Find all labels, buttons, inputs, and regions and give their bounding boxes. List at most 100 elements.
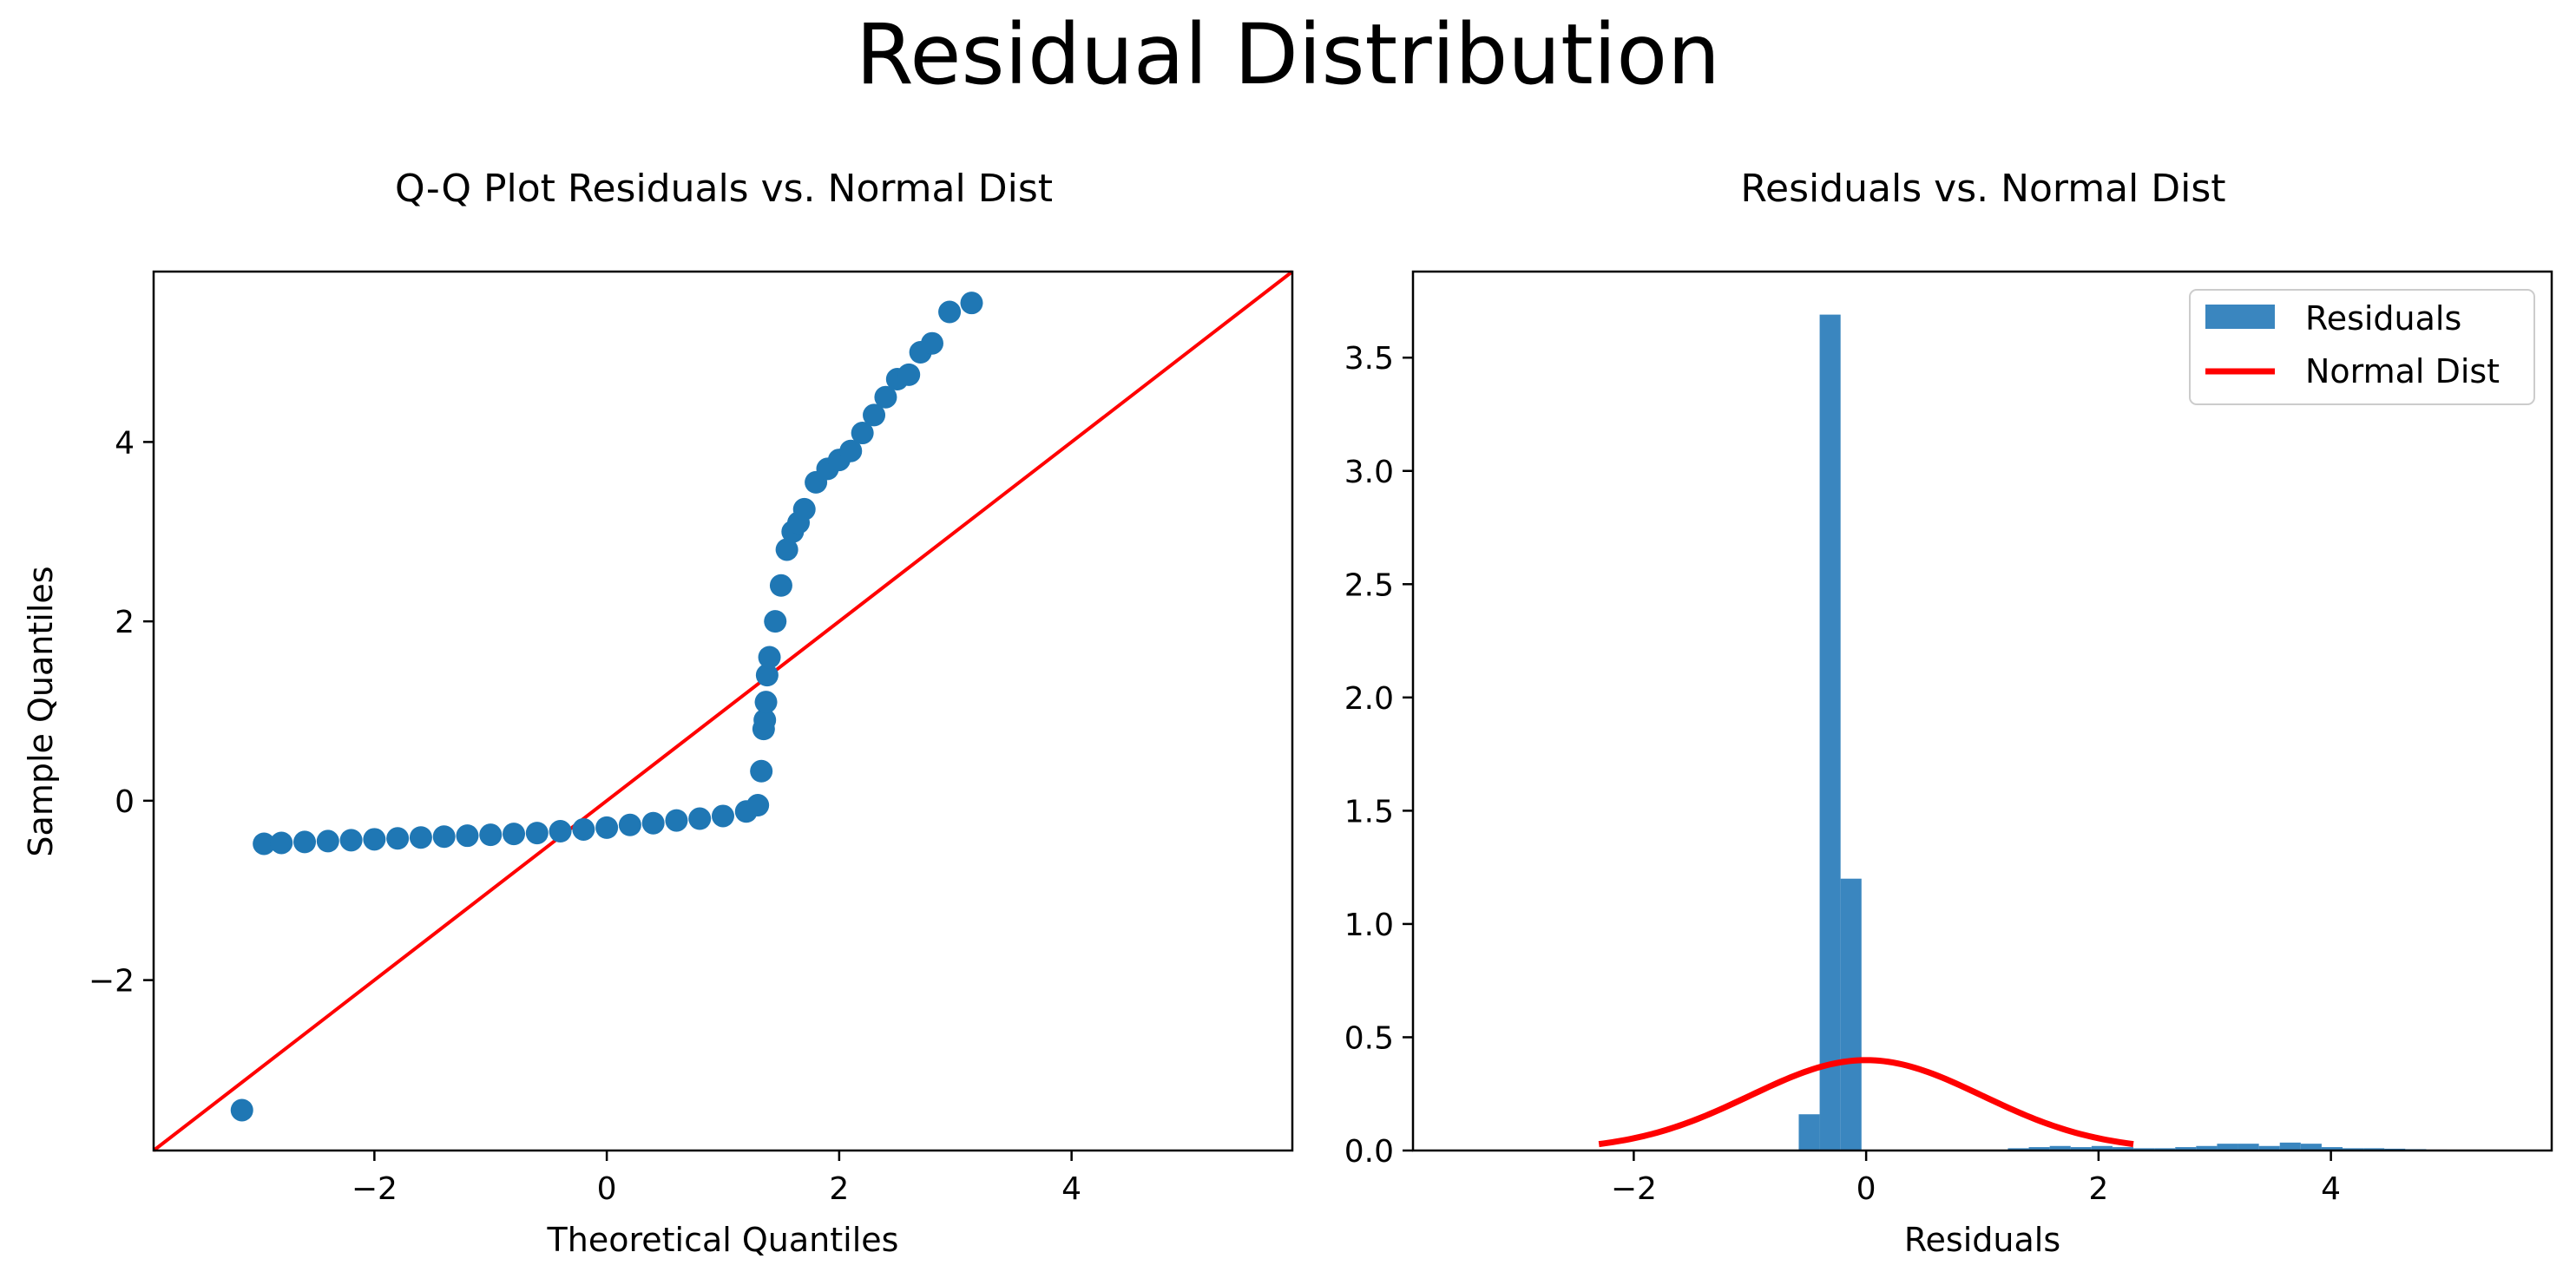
histogram-bar [2175,1147,2197,1151]
qq-point [897,363,921,386]
legend-normal-dist-label: Normal Dist [2305,352,2500,390]
qq-point [753,708,777,731]
qq-point [409,826,432,849]
histogram-x-axis-label: Residuals [1904,1221,2060,1259]
qq-x-tick-label: −2 [352,1171,398,1207]
qq-point [920,331,943,355]
qq-point [746,794,770,817]
qq-y-tick-label: 0 [115,784,135,820]
normal-dist-curve [1598,1057,2134,1148]
histogram-panel: Residuals vs. Normal Dist −2 0 2 4 0.0 0.5 1.0… [1344,167,2553,1259]
histogram-bar [2049,1145,2071,1151]
histogram-bar [1819,314,1841,1151]
qq-point [688,807,712,830]
histogram-bar [1798,1114,1820,1151]
histogram-x-tick-label: −2 [1611,1171,1657,1207]
qq-point [386,827,410,850]
qq-point [665,809,688,832]
histogram-bar [2258,1145,2280,1151]
histogram-bar [2133,1148,2155,1151]
qq-point [479,823,503,847]
qq-point [270,831,293,855]
histogram-title: Residuals vs. Normal Dist [1740,167,2225,211]
legend-box [2189,289,2535,405]
qq-point [960,292,983,315]
qq-point [339,829,363,852]
histogram-y-tick-label: 0.5 [1344,1020,1394,1056]
legend-residuals-swatch [2205,305,2275,329]
histogram-frame [1413,272,2552,1151]
qq-point [851,422,874,445]
qq-point [769,574,792,597]
qq-point [293,830,317,854]
histogram-y-tick-label: 0.0 [1344,1134,1394,1170]
qq-point [938,300,962,324]
qq-point [456,824,479,848]
qq-plot-axes: −2 0 2 4 −2 0 2 4 [89,425,1081,1207]
qq-point [750,759,773,783]
qq-plot-panel: Q-Q Plot Residuals vs. Normal Dist −2 0 2 4… [22,167,1294,1259]
qq-point [503,823,526,846]
histogram-bar [2028,1147,2050,1151]
histogram-y-tick-label: 1.5 [1344,794,1394,829]
qq-point [595,816,619,839]
qq-point [641,811,665,835]
histogram-border [1411,270,2553,1152]
qq-point [792,497,816,521]
histogram-bar [2091,1145,2113,1151]
histogram-x-tick-label: 2 [2088,1171,2108,1207]
qq-point [432,825,456,849]
qq-point [758,646,781,669]
histogram-bar [2008,1148,2029,1151]
qq-y-tick-label: −2 [89,964,135,1000]
histogram-bar [2238,1144,2259,1151]
histogram-bar [2300,1144,2322,1151]
qq-point [572,817,595,841]
histogram-bar [2196,1145,2218,1151]
qq-point [230,1098,253,1122]
histogram-bar [2070,1147,2092,1151]
histogram-y-tick-label: 3.0 [1344,455,1394,490]
qq-points [230,292,983,1122]
qq-point [863,403,886,427]
qq-point [754,691,778,714]
qq-plot-border [152,270,1294,1152]
qq-x-tick-label: 2 [829,1171,849,1207]
histogram-y-tick-label: 1.0 [1344,908,1394,943]
histogram-x-tick-label: 4 [2321,1171,2341,1207]
legend-residuals-label: Residuals [2305,299,2461,338]
qq-point [525,822,549,845]
qq-point [764,610,787,633]
histogram-bar [2154,1148,2176,1151]
histogram-bar [2363,1148,2385,1151]
histogram-x-tick-label: 0 [1856,1171,1876,1207]
qq-x-tick-label: 0 [597,1171,617,1207]
qq-y-tick-label: 2 [115,605,135,640]
histogram-bar [1840,878,1862,1151]
qq-point [755,664,779,687]
histogram-y-tick-label: 2.0 [1344,681,1394,717]
histogram-bar [2343,1148,2364,1151]
qq-point [874,385,897,409]
qq-y-axis-label: Sample Quantiles [22,566,60,856]
histogram-y-tick-label: 3.5 [1344,341,1394,377]
qq-plot-title: Q-Q Plot Residuals vs. Normal Dist [395,167,1053,211]
qq-point [839,439,863,462]
qq-x-axis-label: Theoretical Quantiles [547,1221,899,1259]
qq-y-tick-label: 4 [115,425,135,461]
qq-point [549,820,572,843]
legend: Residuals Normal Dist [2189,289,2535,405]
qq-x-tick-label: 4 [1061,1171,1081,1207]
histogram-bar [2112,1147,2134,1151]
qq-reference-line [152,270,1294,1152]
qq-point [618,813,641,836]
histogram-axes: −2 0 2 4 0.0 0.5 1.0 1.5 2.0 2.5 3.0 3.5 [1344,341,2341,1207]
histogram-bar [2321,1147,2343,1151]
qq-point [363,828,386,851]
qq-point [712,804,734,828]
histogram-bar [2279,1142,2301,1151]
qq-point [316,829,339,853]
figure-suptitle: Residual Distribution [856,6,1720,103]
histogram-bar [2217,1144,2238,1151]
